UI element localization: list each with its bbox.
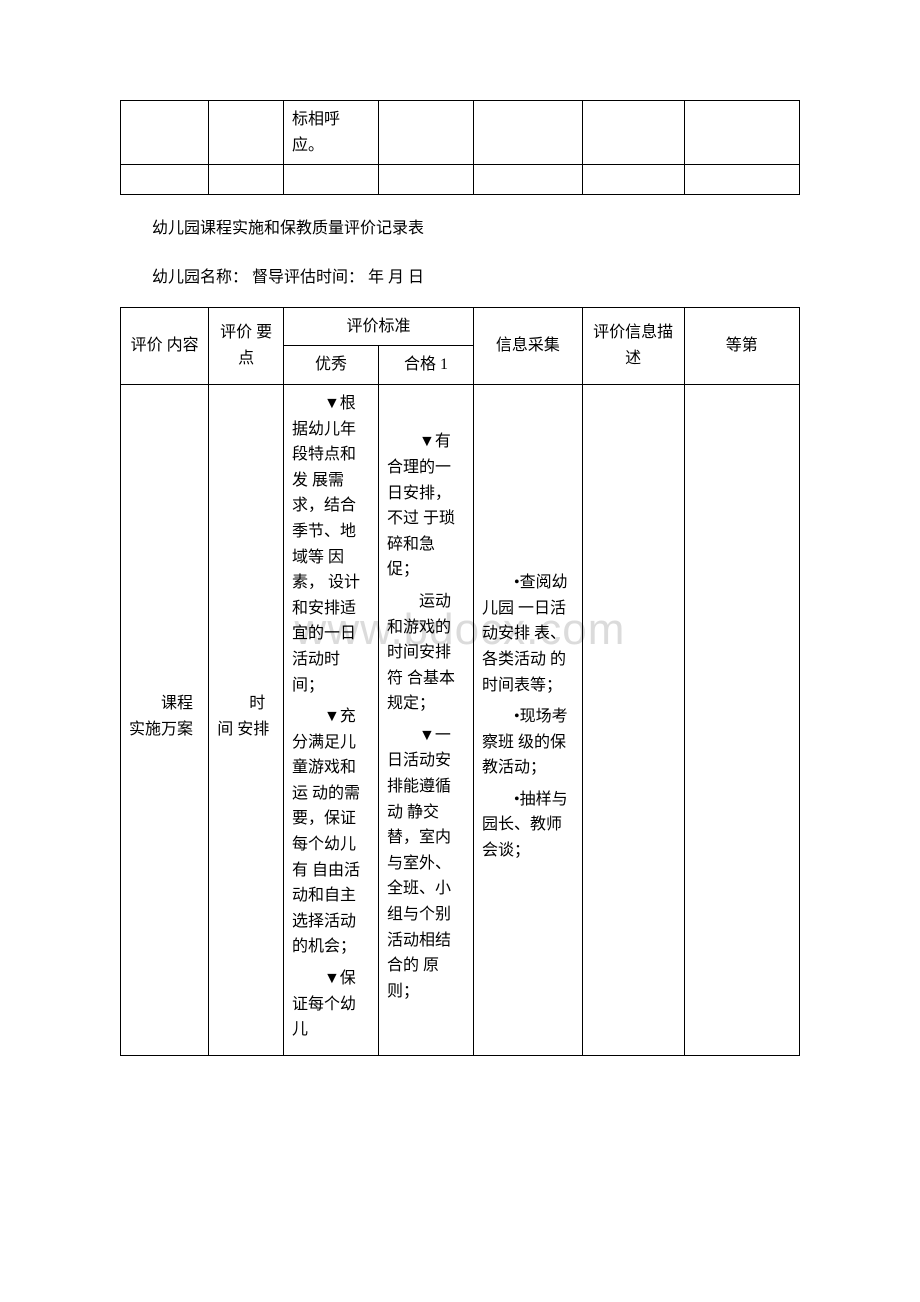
cell-info-collect: •查阅幼儿园 一日活动安排 表、各类活动 的时间表等； •现场考察班 级的保教活… <box>474 384 583 1055</box>
header-info-collect: 信息采集 <box>474 307 583 384</box>
empty-cell <box>121 101 209 165</box>
empty-cell <box>379 101 474 165</box>
cell-text: ▼根据幼儿年段特点和发 展需求，结合季节、地域等 因素， 设计和安排适宜的一日活… <box>292 391 370 698</box>
table-header-row: 评价 内容 评价 要点 评价标准 信息采集 评价信息描述 等第 <box>121 307 800 346</box>
table-row: 课程 实施万案 时间 安排 ▼根据幼儿年段特点和发 展需求，结合季节、地域等 因… <box>121 384 800 1055</box>
cell-info-describe <box>582 384 684 1055</box>
cell-text: •查阅幼儿园 一日活动安排 表、各类活动 的时间表等； <box>482 570 574 698</box>
header-qualified: 合格 1 <box>379 346 474 385</box>
cell-text: ▼一日活动安排能遵循动 静交替，室内与室外、全班、小组与个别活动相结合的 原则； <box>387 723 465 1005</box>
text-cell: 标相呼应。 <box>283 101 378 165</box>
empty-cell <box>582 165 684 195</box>
empty-cell <box>684 101 799 165</box>
cell-text: ▼有合理的一日安排，不过 于琐碎和急促； <box>387 429 465 583</box>
cell-course-plan: 课程 实施万案 <box>121 384 209 1055</box>
empty-cell <box>582 101 684 165</box>
empty-cell <box>209 165 284 195</box>
cell-text: •现场考察班 级的保教活动； <box>482 704 574 781</box>
cell-text: 课程 实施万案 <box>129 691 200 742</box>
main-evaluation-table: 评价 内容 评价 要点 评价标准 信息采集 评价信息描述 等第 优秀 合格 1 … <box>120 307 800 1056</box>
header-grade: 等第 <box>684 307 799 384</box>
document-title: 幼儿园课程实施和保教质量评价记录表 <box>120 215 800 244</box>
cell-excellent-criteria: ▼根据幼儿年段特点和发 展需求，结合季节、地域等 因素， 设计和安排适宜的一日活… <box>283 384 378 1055</box>
cell-text: 时间 安排 <box>217 691 275 742</box>
top-partial-table: 标相呼应。 <box>120 100 800 195</box>
cell-text: 运动和游戏的时间安排符 合基本规定； <box>387 589 465 717</box>
empty-cell <box>283 165 378 195</box>
cell-text: ▼保证每个幼儿 <box>292 966 370 1043</box>
table-row: 标相呼应。 <box>121 101 800 165</box>
empty-cell <box>121 165 209 195</box>
document-subtitle: 幼儿园名称： 督导评估时间： 年 月 日 <box>120 264 800 293</box>
empty-cell <box>474 165 583 195</box>
empty-cell <box>474 101 583 165</box>
cell-grade <box>684 384 799 1055</box>
empty-cell <box>209 101 284 165</box>
table-row <box>121 165 800 195</box>
empty-cell <box>379 165 474 195</box>
header-standard: 评价标准 <box>283 307 473 346</box>
cell-time-arrange: 时间 安排 <box>209 384 284 1055</box>
header-content: 评价 内容 <box>121 307 209 384</box>
cell-text: •抽样与园长、教师会谈； <box>482 787 574 864</box>
cell-qualified-criteria: ▼有合理的一日安排，不过 于琐碎和急促； 运动和游戏的时间安排符 合基本规定； … <box>379 384 474 1055</box>
cell-text: ▼充分满足儿童游戏和运 动的需要，保证每个幼儿有 自由活动和自主选择活动的机会； <box>292 704 370 960</box>
empty-cell <box>684 165 799 195</box>
header-info-describe: 评价信息描述 <box>582 307 684 384</box>
header-excellent: 优秀 <box>283 346 378 385</box>
header-key-points: 评价 要点 <box>209 307 284 384</box>
